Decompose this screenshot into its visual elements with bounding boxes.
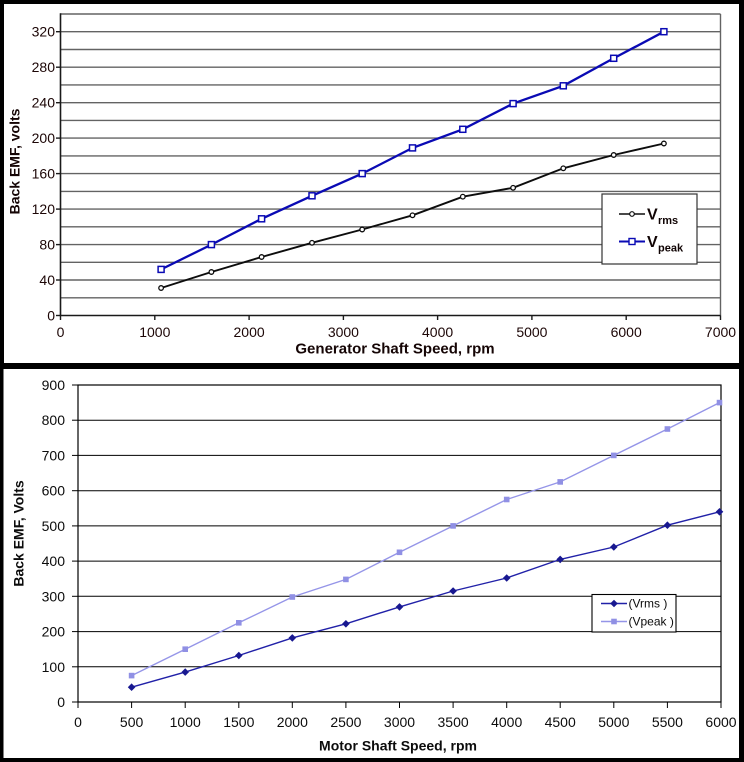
- svg-text:500: 500: [42, 518, 66, 534]
- svg-text:7000: 7000: [705, 324, 736, 340]
- svg-text:0: 0: [74, 714, 82, 730]
- svg-text:200: 200: [42, 624, 66, 640]
- svg-text:(Vrms ): (Vrms ): [629, 597, 668, 611]
- svg-text:5500: 5500: [652, 714, 683, 730]
- svg-text:peak: peak: [658, 243, 684, 255]
- svg-text:5000: 5000: [516, 324, 547, 340]
- svg-text:6000: 6000: [705, 714, 736, 730]
- svg-text:2000: 2000: [234, 324, 265, 340]
- svg-text:500: 500: [120, 714, 144, 730]
- svg-text:Generator Shaft Speed, rpm: Generator Shaft Speed, rpm: [295, 341, 494, 358]
- svg-text:700: 700: [42, 447, 66, 463]
- svg-text:4000: 4000: [491, 714, 522, 730]
- svg-text:Motor Shaft Speed, rpm: Motor Shaft Speed, rpm: [319, 738, 477, 754]
- svg-text:3500: 3500: [438, 714, 469, 730]
- svg-text:100: 100: [42, 659, 66, 675]
- svg-text:0: 0: [57, 694, 65, 710]
- svg-text:240: 240: [32, 95, 56, 111]
- svg-text:280: 280: [32, 59, 56, 75]
- svg-text:2000: 2000: [277, 714, 308, 730]
- svg-text:5000: 5000: [598, 714, 629, 730]
- svg-text:0: 0: [47, 308, 55, 324]
- svg-text:4500: 4500: [545, 714, 576, 730]
- svg-text:400: 400: [42, 553, 66, 569]
- svg-text:1000: 1000: [170, 714, 201, 730]
- svg-text:120: 120: [32, 201, 56, 217]
- svg-text:V: V: [647, 234, 658, 251]
- svg-text:40: 40: [39, 272, 55, 288]
- svg-text:1500: 1500: [223, 714, 254, 730]
- svg-text:200: 200: [32, 130, 56, 146]
- svg-text:800: 800: [42, 412, 66, 428]
- svg-text:6000: 6000: [611, 324, 642, 340]
- svg-text:0: 0: [57, 324, 65, 340]
- svg-text:4000: 4000: [422, 324, 453, 340]
- svg-text:Back EMF, volts: Back EMF, volts: [7, 108, 23, 214]
- svg-text:320: 320: [32, 24, 56, 40]
- svg-text:3000: 3000: [328, 324, 359, 340]
- svg-text:rms: rms: [658, 215, 678, 227]
- svg-text:160: 160: [32, 166, 56, 182]
- svg-text:(Vpeak ): (Vpeak ): [629, 615, 674, 629]
- svg-text:1000: 1000: [139, 324, 170, 340]
- svg-text:80: 80: [39, 237, 55, 253]
- svg-text:300: 300: [42, 588, 66, 604]
- svg-text:3000: 3000: [384, 714, 415, 730]
- svg-text:600: 600: [42, 483, 66, 499]
- svg-text:2500: 2500: [330, 714, 361, 730]
- svg-text:Back EMF, Volts: Back EMF, Volts: [11, 480, 27, 587]
- svg-text:V: V: [647, 207, 658, 224]
- svg-text:900: 900: [42, 377, 66, 393]
